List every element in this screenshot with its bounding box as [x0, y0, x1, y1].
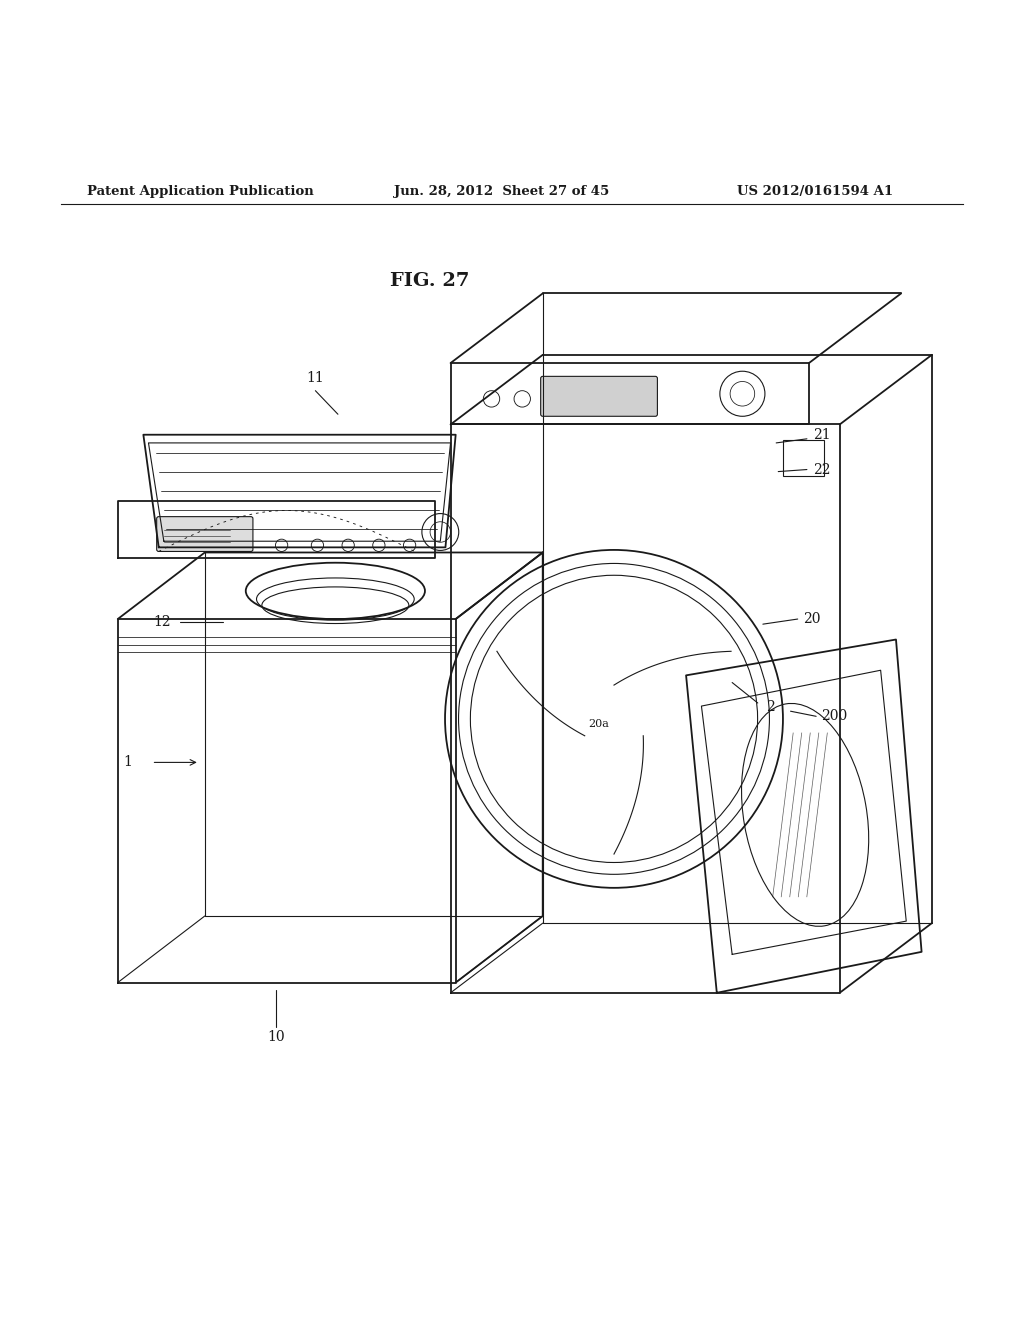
Text: FIG. 27: FIG. 27: [390, 272, 470, 290]
Text: 1: 1: [124, 755, 132, 770]
Text: 20: 20: [803, 612, 821, 626]
Text: 21: 21: [813, 428, 831, 442]
Text: 22: 22: [813, 462, 831, 477]
Text: 10: 10: [267, 1030, 286, 1044]
FancyBboxPatch shape: [157, 516, 253, 552]
Text: Jun. 28, 2012  Sheet 27 of 45: Jun. 28, 2012 Sheet 27 of 45: [394, 185, 609, 198]
Text: Patent Application Publication: Patent Application Publication: [87, 185, 313, 198]
Text: 11: 11: [306, 371, 325, 385]
Text: US 2012/0161594 A1: US 2012/0161594 A1: [737, 185, 893, 198]
Text: 2: 2: [766, 700, 774, 714]
FancyBboxPatch shape: [541, 376, 657, 416]
Text: 20a: 20a: [588, 719, 609, 729]
Text: 200: 200: [821, 709, 848, 723]
Text: 12: 12: [153, 615, 171, 630]
Bar: [783, 440, 824, 475]
